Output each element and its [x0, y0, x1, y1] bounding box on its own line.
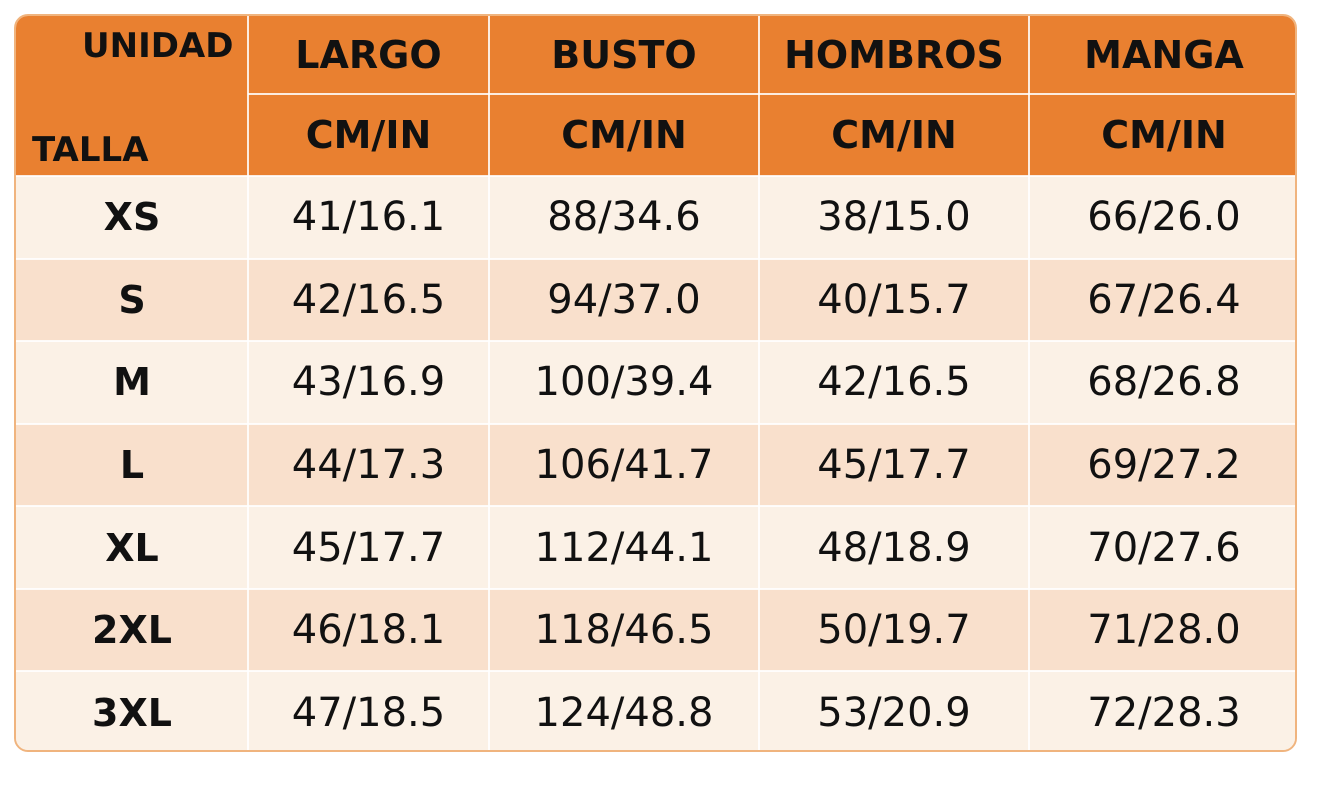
measurement: 94/37.0 — [489, 258, 759, 342]
measurement: 53/20.9 — [759, 671, 1029, 750]
row-divider — [16, 340, 1295, 343]
measurement: 118/46.5 — [489, 588, 759, 672]
measurement: 112/44.1 — [489, 506, 759, 589]
column-header: LARGO — [248, 16, 489, 94]
measurement: 69/27.2 — [1029, 423, 1295, 507]
measurement: 67/26.4 — [1029, 258, 1295, 342]
size-label: 3XL — [16, 671, 248, 750]
row-divider — [16, 670, 1295, 673]
measurement: 106/41.7 — [489, 423, 759, 507]
row-divider — [16, 175, 1295, 177]
row-divider — [16, 587, 1295, 590]
measurement: 45/17.7 — [248, 506, 489, 589]
measurement: 66/26.0 — [1029, 176, 1295, 259]
corner-bottom-label: TALLA — [32, 130, 149, 170]
measurement: 72/28.3 — [1029, 671, 1295, 750]
measurement: 45/17.7 — [759, 423, 1029, 507]
row-divider — [16, 422, 1295, 425]
measurement: 50/19.7 — [759, 588, 1029, 672]
unit-header: CM/IN — [489, 94, 759, 176]
unit-header: CM/IN — [1029, 94, 1295, 176]
column-header: BUSTO — [489, 16, 759, 94]
measurement: 41/16.1 — [248, 176, 489, 259]
measurement: 68/26.8 — [1029, 341, 1295, 424]
column-header: MANGA — [1029, 16, 1295, 94]
unit-header: CM/IN — [759, 94, 1029, 176]
measurement: 43/16.9 — [248, 341, 489, 424]
size-label: XL — [16, 506, 248, 589]
measurement: 47/18.5 — [248, 671, 489, 750]
measurement: 38/15.0 — [759, 176, 1029, 259]
column-divider — [1028, 16, 1030, 750]
row-divider — [248, 93, 1295, 95]
column-divider — [488, 16, 490, 750]
unit-header: CM/IN — [248, 94, 489, 176]
measurement: 44/17.3 — [248, 423, 489, 507]
column-divider — [247, 16, 249, 750]
measurement: 88/34.6 — [489, 176, 759, 259]
measurement: 40/15.7 — [759, 258, 1029, 342]
measurement: 70/27.6 — [1029, 506, 1295, 589]
size-label: S — [16, 258, 248, 342]
size-label: 2XL — [16, 588, 248, 672]
measurement: 42/16.5 — [248, 258, 489, 342]
column-header: HOMBROS — [759, 16, 1029, 94]
measurement: 48/18.9 — [759, 506, 1029, 589]
size-label: L — [16, 423, 248, 507]
column-divider — [758, 16, 760, 750]
measurement: 124/48.8 — [489, 671, 759, 750]
size-label: XS — [16, 176, 248, 259]
measurement: 46/18.1 — [248, 588, 489, 672]
measurement: 100/39.4 — [489, 341, 759, 424]
measurement: 42/16.5 — [759, 341, 1029, 424]
corner-top-label: UNIDAD — [82, 26, 234, 66]
corner-cell — [16, 16, 248, 176]
size-table: UNIDAD TALLA LARGO CM/IN BUSTO CM/IN HOMBROS CM… — [14, 14, 1297, 752]
measurement: 71/28.0 — [1029, 588, 1295, 672]
row-divider — [16, 505, 1295, 508]
row-divider — [16, 257, 1295, 260]
size-label: M — [16, 341, 248, 424]
